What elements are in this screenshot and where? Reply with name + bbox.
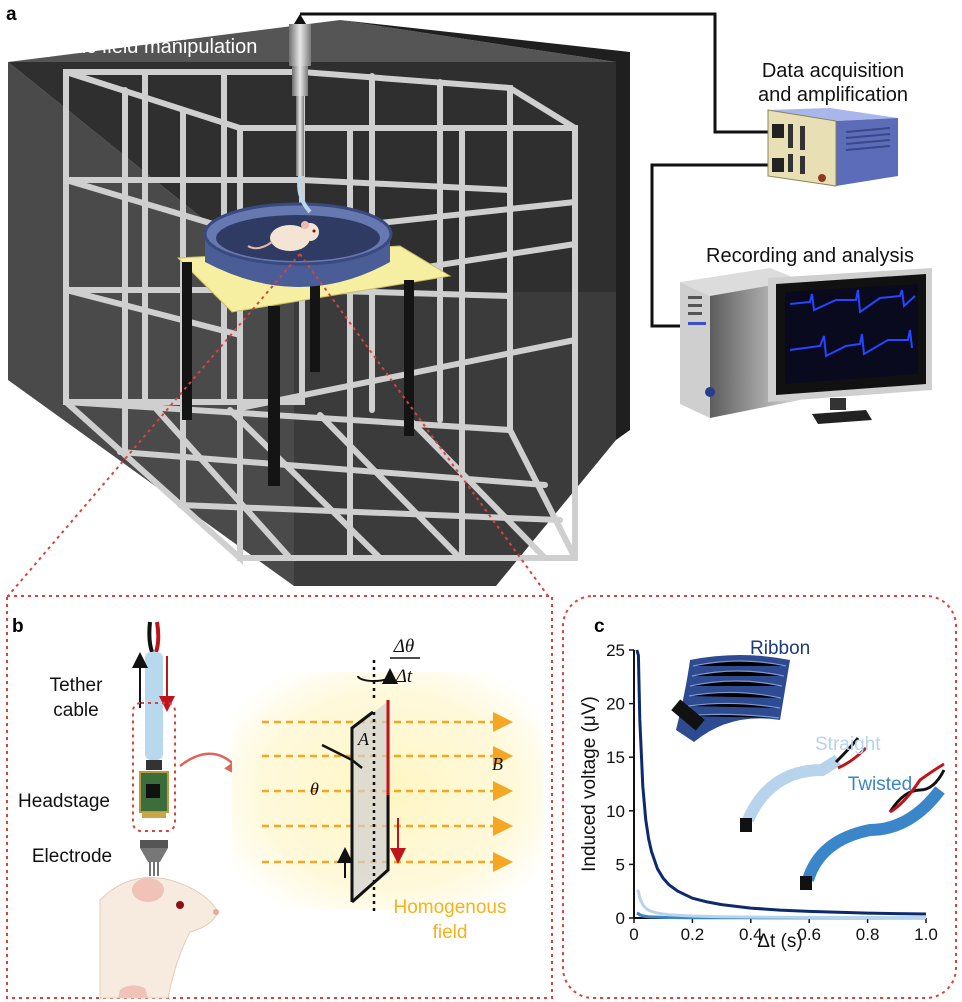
delta-t-symbol: Δt bbox=[395, 666, 413, 687]
x-tick-label: 0.6 bbox=[797, 925, 821, 944]
field-symbol: B bbox=[492, 754, 503, 774]
tether-label-line2: cable bbox=[53, 700, 98, 721]
panel-b-letter: b bbox=[12, 616, 24, 637]
panel-c: c 0 0.2 0.4 0.6 0.8 1.0 0 5 10 bbox=[562, 595, 957, 999]
tether-cable-icon bbox=[132, 621, 175, 770]
y-tick-label: 25 bbox=[606, 641, 625, 660]
ribbon-label: Ribbon bbox=[750, 638, 810, 659]
rotating-loop bbox=[321, 660, 406, 912]
rat-head-icon bbox=[99, 877, 219, 999]
magnetic-field-label: Magnetic field manipulation bbox=[15, 36, 257, 58]
arena-bowl bbox=[203, 202, 393, 287]
tether-label-line1: Tether bbox=[50, 675, 103, 696]
monitor-icon bbox=[768, 268, 932, 424]
angle-symbol: θ bbox=[310, 779, 319, 799]
x-tick-label: 0.4 bbox=[739, 925, 763, 944]
homogenous-label-line2: field bbox=[433, 922, 468, 943]
x-tick-label: 0 bbox=[629, 925, 638, 944]
series-line-straight bbox=[636, 888, 926, 920]
x-tick-label: 1.0 bbox=[914, 925, 938, 944]
electrode-label: Electrode bbox=[32, 846, 112, 867]
panel-b-frame bbox=[6, 595, 553, 999]
twisted-label: Twisted bbox=[848, 774, 912, 795]
panel-b: b Tether cable Headstage bbox=[6, 595, 553, 999]
ribbon-cable-icon bbox=[671, 655, 790, 742]
straight-label: Straight bbox=[815, 734, 881, 755]
y-tick-label: 20 bbox=[606, 695, 625, 714]
x-tick-label: 0.2 bbox=[681, 925, 705, 944]
twisted-cable-icon bbox=[800, 762, 946, 890]
voltage-chart: 0 0.2 0.4 0.6 0.8 1.0 0 5 10 15 20 25 bbox=[606, 641, 938, 944]
connection-cables bbox=[300, 12, 772, 328]
amplifier-icon bbox=[767, 108, 898, 187]
homogenous-label-line1: Homogenous bbox=[393, 897, 506, 918]
panel-a-letter: a bbox=[6, 4, 17, 25]
selection-box bbox=[132, 702, 176, 832]
electrode-icon bbox=[140, 840, 168, 876]
daq-label-line2: and amplification bbox=[758, 84, 908, 106]
headstage-icon bbox=[139, 771, 169, 818]
delta-theta-symbol: Δθ bbox=[393, 636, 414, 657]
recording-label: Recording and analysis bbox=[706, 245, 914, 267]
rat-icon bbox=[247, 221, 319, 251]
straight-cable-icon bbox=[740, 737, 868, 832]
x-axis-label: Δt (s) bbox=[757, 931, 802, 952]
commutator bbox=[289, 14, 312, 214]
y-tick-label: 5 bbox=[616, 855, 625, 874]
y-tick-label: 15 bbox=[606, 748, 625, 767]
y-tick-label: 10 bbox=[606, 802, 625, 821]
area-symbol: A bbox=[357, 729, 370, 749]
x-tick-label: 0.8 bbox=[856, 925, 880, 944]
panel-a: a bbox=[6, 4, 932, 597]
y-tick-label: 0 bbox=[616, 909, 625, 928]
panel-c-letter: c bbox=[594, 616, 605, 637]
headstage-label: Headstage bbox=[18, 791, 110, 812]
series-line-ribbon bbox=[635, 649, 927, 916]
zoom-guides bbox=[7, 253, 549, 597]
y-axis-label: Induced voltage (μV) bbox=[579, 696, 600, 872]
daq-label-line1: Data acquisition bbox=[762, 60, 904, 82]
